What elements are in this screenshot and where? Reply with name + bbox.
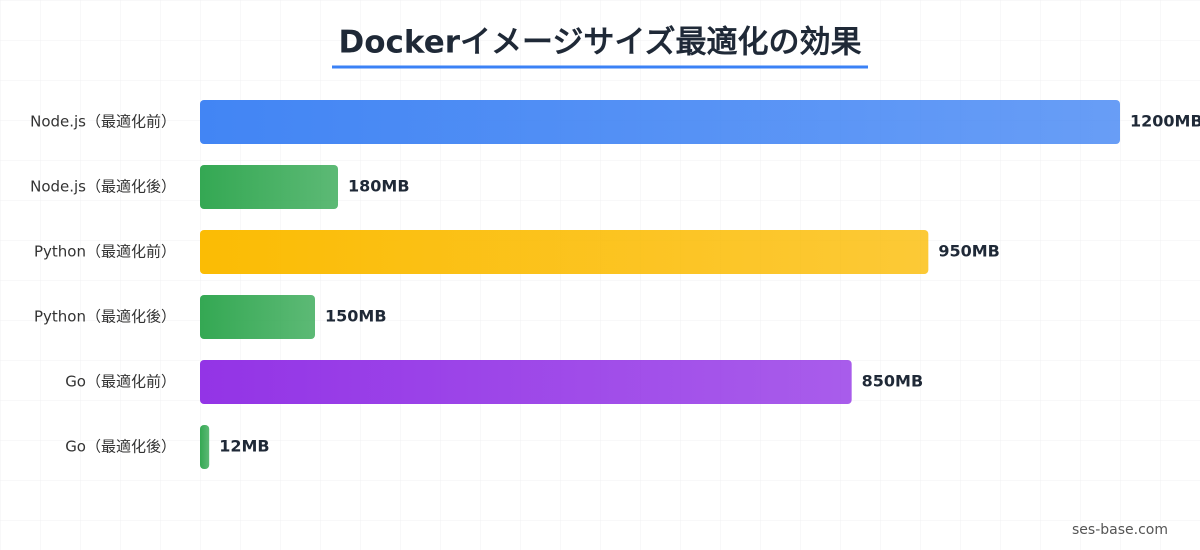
bar [200, 230, 929, 274]
y-tick-label: Go（最適化後） [65, 438, 176, 456]
value-label: 12MB [219, 437, 269, 456]
y-tick-label: Node.js（最適化前） [30, 113, 176, 131]
bar [200, 100, 1120, 144]
value-label: 950MB [938, 242, 1000, 261]
value-label: 180MB [348, 177, 410, 196]
value-label: 1200MB [1130, 112, 1200, 131]
source: ses-base.com [1072, 522, 1168, 538]
bar [200, 360, 852, 404]
value-label: 150MB [325, 307, 387, 326]
bar [200, 295, 315, 339]
value-label: 850MB [862, 372, 924, 391]
bar [200, 165, 338, 209]
y-tick-label: Go（最適化前） [65, 373, 176, 391]
y-tick-label: Node.js（最適化後） [30, 178, 176, 196]
bar [200, 425, 210, 469]
y-tick-label: Python（最適化前） [34, 243, 176, 261]
y-tick-label: Python（最適化後） [34, 308, 176, 326]
chart-title: Dockerイメージサイズ最適化の効果 [339, 25, 862, 61]
